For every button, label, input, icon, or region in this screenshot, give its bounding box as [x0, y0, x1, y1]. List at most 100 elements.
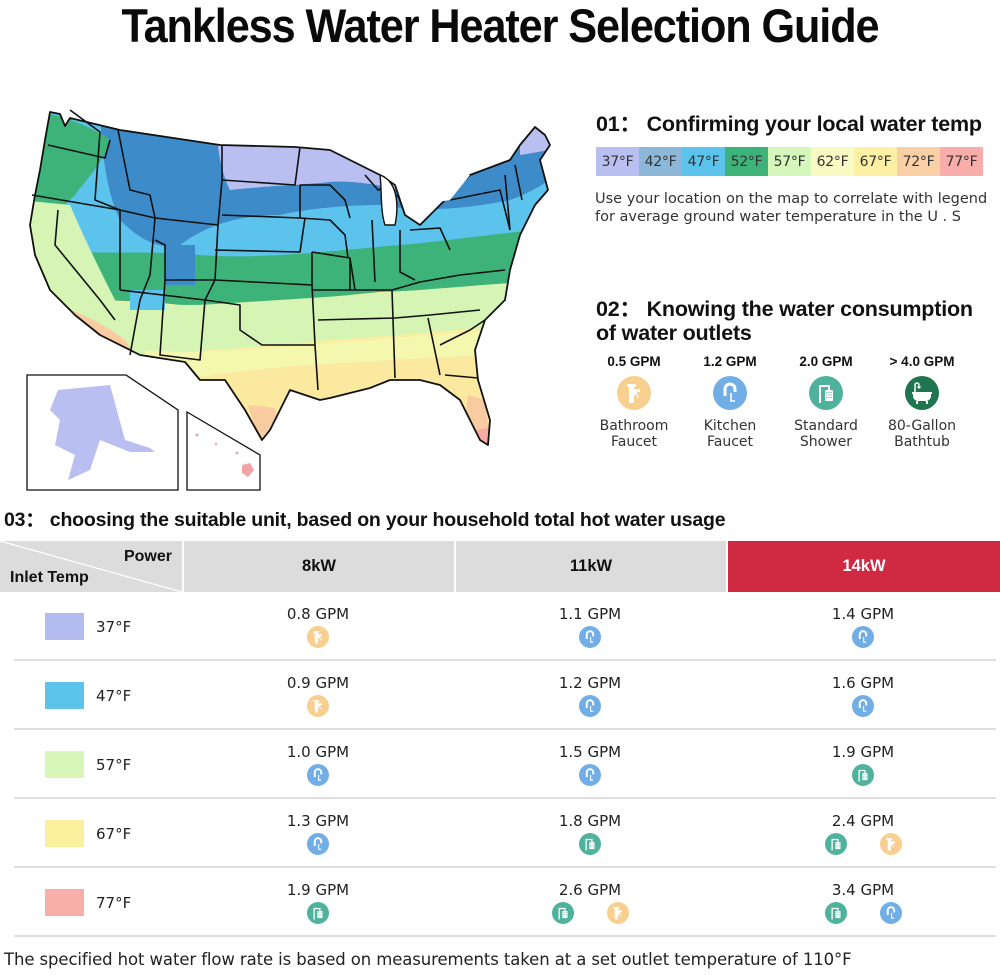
flow-rate-value: 1.9 GPM: [831, 743, 895, 761]
outlet-icons: [726, 764, 1000, 786]
outlet-bathroom-faucet: 0.5 GPM Bathroom Faucet: [586, 352, 682, 450]
temperature-legend: 37°F 42°F 47°F 52°F 57°F 62°F 67°F 72°F …: [596, 147, 983, 176]
inlet-temp-cell: 67°F: [0, 799, 182, 868]
flow-rate-cell: 2.6 GPM: [454, 868, 726, 937]
flow-rate-cell: 1.4 GPM: [726, 592, 1000, 661]
flow-rate-cell: 2.4 GPM: [726, 799, 1000, 868]
flow-rate-cell: 1.8 GPM: [454, 799, 726, 868]
outlet-icons: [182, 833, 454, 855]
kitchen-faucet-icon: [307, 833, 329, 855]
kitchen-faucet-icon: [852, 695, 874, 717]
flow-rate-cell: 1.9 GPM: [182, 868, 454, 937]
temp-label: 37°F: [96, 617, 132, 636]
outlet-icons: [454, 764, 726, 786]
outlet-consumption-list: 0.5 GPM Bathroom Faucet 1.2 GPM Kitchen Fa…: [586, 352, 1000, 450]
column-8kw: 8kW: [182, 541, 454, 592]
legend-57f: 57°F: [768, 147, 811, 176]
table-row: 57°F 1.0 GPM 1.5 GPM 1.9 GPM: [0, 730, 1000, 799]
footnote: The specified hot water flow rate is bas…: [4, 950, 852, 969]
flow-rate-value: 1.6 GPM: [831, 674, 895, 692]
table-header: Power Inlet Temp 8kW 11kW 14kW: [0, 541, 1000, 592]
flow-rate-value: 2.4 GPM: [831, 812, 895, 830]
outlet-icons: [454, 833, 726, 855]
bathroom-faucet-icon: [307, 695, 329, 717]
legend-52f: 52°F: [725, 147, 768, 176]
section-01-heading: 01： Confirming your local water temp: [596, 112, 982, 136]
kitchen-faucet-icon: [579, 695, 601, 717]
outlet-name: Bathroom Faucet: [599, 418, 669, 450]
shower-icon: [579, 833, 601, 855]
inlet-temp-cell: 37°F: [0, 592, 182, 661]
diagonal-divider: [0, 541, 182, 592]
shower-icon: [852, 764, 874, 786]
flow-rate-value: 1.9 GPM: [286, 881, 350, 899]
legend-42f: 42°F: [639, 147, 682, 176]
flow-rate-cell: 1.3 GPM: [182, 799, 454, 868]
bathroom-faucet-icon: [607, 902, 629, 924]
legend-67f: 67°F: [854, 147, 897, 176]
flow-rate-value: 1.0 GPM: [286, 743, 350, 761]
table-row: 37°F 0.8 GPM 1.1 GPM 1.4 GPM: [0, 592, 1000, 661]
flow-rate-value: 3.4 GPM: [831, 881, 895, 899]
legend-72f: 72°F: [897, 147, 940, 176]
kitchen-faucet-icon: [852, 626, 874, 648]
legend-47f: 47°F: [682, 147, 725, 176]
table-row: 47°F 0.9 GPM 1.2 GPM 1.6 GPM: [0, 661, 1000, 730]
column-14kw-highlighted: 14kW: [726, 541, 1000, 592]
inlet-temp-cell: 47°F: [0, 661, 182, 730]
outlet-gpm: 2.0 GPM: [799, 354, 853, 369]
bathroom-faucet-icon: [880, 833, 902, 855]
shower-icon: [825, 833, 847, 855]
section-03-heading: 03： choosing the suitable unit, based on…: [4, 509, 726, 531]
bathroom-faucet-icon: [617, 376, 651, 410]
column-11kw: 11kW: [454, 541, 726, 592]
bathroom-faucet-icon: [307, 626, 329, 648]
alaska-inset: [26, 374, 179, 491]
flow-rate-value: 1.2 GPM: [558, 674, 622, 692]
outlet-icons: [454, 626, 726, 648]
outlet-icons: [182, 695, 454, 717]
legend-37f: 37°F: [596, 147, 639, 176]
bathtub-icon: [905, 376, 939, 410]
us-groundwater-temperature-map: [0, 95, 590, 495]
flow-rate-value: 1.4 GPM: [831, 605, 895, 623]
kitchen-faucet-icon: [880, 902, 902, 924]
page-title: Tankless Water Heater Selection Guide: [121, 0, 880, 52]
temp-color-swatch: [45, 613, 84, 640]
legend-77f: 77°F: [940, 147, 983, 176]
kitchen-faucet-icon: [307, 764, 329, 786]
flow-rate-value: 2.6 GPM: [558, 881, 622, 899]
table-row: 77°F 1.9 GPM 2.6 GPM 3.4 GPM: [0, 868, 1000, 937]
outlet-bathtub: > 4.0 GPM 80-Gallon Bathtub: [874, 352, 970, 450]
temp-color-swatch: [45, 682, 84, 709]
temp-color-swatch: [45, 751, 84, 778]
outlet-gpm: 1.2 GPM: [703, 354, 757, 369]
shower-icon: [552, 902, 574, 924]
table-row: 67°F 1.3 GPM 1.8 GPM 2.4 GPM: [0, 799, 1000, 868]
section-01-description: Use your location on the map to correlat…: [595, 191, 988, 225]
outlet-standard-shower: 2.0 GPM Standard Shower: [778, 352, 874, 450]
outlet-icons: [726, 902, 1000, 924]
inlet-temp-label: Inlet Temp: [10, 569, 89, 586]
temp-color-swatch: [45, 889, 84, 916]
flow-rate-cell: 0.9 GPM: [182, 661, 454, 730]
outlet-icons: [726, 695, 1000, 717]
unit-selection-table: Power Inlet Temp 8kW 11kW 14kW 37°F 0.8 G…: [0, 541, 1000, 937]
temp-label: 47°F: [96, 686, 132, 705]
outlet-icons: [182, 626, 454, 648]
temp-label: 67°F: [96, 824, 132, 843]
flow-rate-value: 0.9 GPM: [286, 674, 350, 692]
flow-rate-value: 0.8 GPM: [286, 605, 350, 623]
temp-color-swatch: [45, 820, 84, 847]
outlet-icons: [454, 902, 726, 924]
shower-icon: [307, 902, 329, 924]
outlet-icons: [726, 833, 1000, 855]
temp-label: 77°F: [96, 893, 132, 912]
corner-header: Power Inlet Temp: [0, 541, 182, 592]
temp-label: 57°F: [96, 755, 132, 774]
flow-rate-value: 1.8 GPM: [558, 812, 622, 830]
flow-rate-value: 1.5 GPM: [558, 743, 622, 761]
flow-rate-cell: 1.6 GPM: [726, 661, 1000, 730]
flow-rate-cell: 1.5 GPM: [454, 730, 726, 799]
flow-rate-cell: 1.0 GPM: [182, 730, 454, 799]
